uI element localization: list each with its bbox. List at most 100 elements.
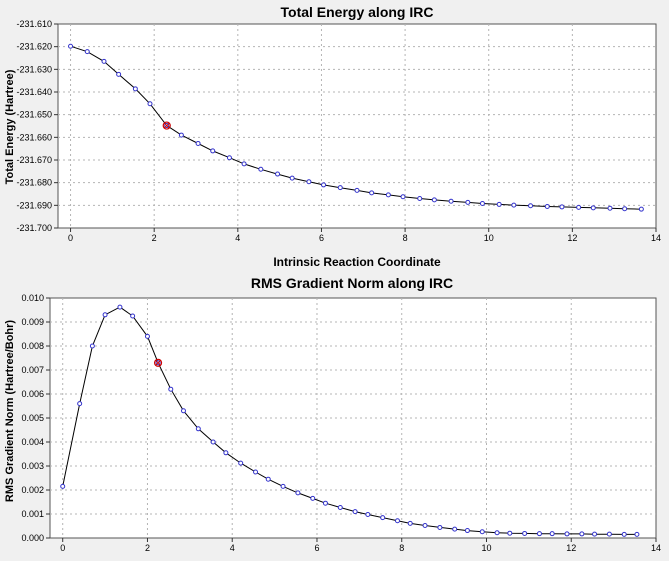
- data-point: [168, 386, 174, 392]
- y-tick-label: -231.620: [16, 42, 52, 52]
- data-point: [322, 500, 328, 506]
- data-point: [77, 401, 83, 407]
- data-point: [226, 155, 232, 161]
- data-point: [380, 515, 386, 521]
- data-point: [101, 58, 107, 64]
- data-point: [452, 526, 458, 532]
- y-tick-label: 0.007: [21, 365, 44, 375]
- data-point: [89, 343, 95, 349]
- data-point: [417, 196, 423, 202]
- data-point: [310, 495, 316, 501]
- x-tick-label: 2: [152, 233, 157, 243]
- data-point: [337, 185, 343, 191]
- data-point: [576, 204, 582, 210]
- x-tick-label: 14: [651, 233, 661, 243]
- data-point: [437, 524, 443, 530]
- x-tick-label: 6: [319, 233, 324, 243]
- x-tick-label: 6: [314, 543, 319, 553]
- data-point: [365, 511, 371, 517]
- axis-ticks: 0 2 4 6 8 10 12 14 -231.610 -231.620 -231.630 -231.…: [16, 19, 661, 243]
- y-tick-label: 0.003: [21, 461, 44, 471]
- data-point: [337, 505, 343, 511]
- data-point: [84, 49, 90, 55]
- data-point: [422, 523, 428, 529]
- data-point: [258, 166, 264, 172]
- data-point: [544, 203, 550, 209]
- data-point: [496, 201, 502, 207]
- data-point: [507, 530, 513, 536]
- data-point: [465, 199, 471, 205]
- chart-title: Total Energy along IRC: [281, 4, 434, 20]
- x-tick-label: 12: [567, 233, 577, 243]
- data-point: [369, 190, 375, 196]
- data-point: [68, 43, 74, 49]
- axis-ticks: 0 2 4 6 8 10 12 14 0.010 0.009 0.008 0.007 0.006 0.00…: [21, 293, 661, 553]
- data-point: [195, 140, 201, 146]
- data-point: [116, 71, 122, 77]
- y-tick-label: -231.640: [16, 87, 52, 97]
- data-point: [289, 175, 295, 181]
- x-tick-label: 12: [566, 543, 576, 553]
- data-point: [431, 197, 437, 203]
- x-tick-label: 0: [68, 233, 73, 243]
- data-point: [606, 531, 612, 537]
- y-tick-label: -231.610: [16, 19, 52, 29]
- y-tick-label: 0.001: [21, 509, 44, 519]
- y-tick-label: -231.630: [16, 64, 52, 74]
- y-tick-label: 0.000: [21, 533, 44, 543]
- y-axis-label: RMS Gradient Norm (Hartree/Bohr): [4, 320, 16, 502]
- data-point: [634, 531, 640, 537]
- data-point: [132, 86, 138, 92]
- data-point: [559, 204, 565, 210]
- data-point: [549, 531, 555, 537]
- y-tick-label: -231.660: [16, 132, 52, 142]
- data-point: [60, 483, 66, 489]
- data-point: [579, 531, 585, 537]
- y-tick-label: -231.690: [16, 200, 52, 210]
- grid: [50, 298, 656, 538]
- y-tick-label: 0.008: [21, 341, 44, 351]
- data-point: [130, 313, 136, 319]
- y-tick-label: -231.650: [16, 110, 52, 120]
- y-tick-label: 0.006: [21, 389, 44, 399]
- y-tick-label: -231.700: [16, 223, 52, 233]
- y-tick-label: 0.004: [21, 437, 44, 447]
- x-axis-label: Intrinsic Reaction Coordinate: [273, 255, 441, 269]
- y-tick-label: 0.005: [21, 413, 44, 423]
- data-point: [607, 205, 613, 211]
- data-point: [621, 531, 627, 537]
- data-point: [241, 161, 247, 167]
- data-series: [68, 43, 644, 212]
- current-point-marker: [153, 358, 163, 367]
- data-point: [564, 531, 570, 537]
- x-tick-label: 8: [403, 233, 408, 243]
- data-point: [280, 483, 286, 489]
- x-tick-label: 4: [230, 543, 235, 553]
- total-energy-chart: Total Energy along IRC Intrinsic Reactio…: [4, 4, 661, 269]
- data-point: [407, 520, 413, 526]
- plot-area: [57, 23, 657, 229]
- data-point: [511, 202, 517, 208]
- data-point: [210, 148, 216, 154]
- x-tick-label: 4: [235, 233, 240, 243]
- data-point: [180, 408, 186, 414]
- x-tick-label: 10: [481, 543, 491, 553]
- data-point: [622, 206, 628, 212]
- data-point: [210, 439, 216, 445]
- y-tick-label: -231.680: [16, 178, 52, 188]
- data-point: [321, 182, 327, 188]
- data-point: [464, 528, 470, 534]
- x-tick-label: 10: [484, 233, 494, 243]
- data-series: [60, 304, 640, 537]
- data-point: [479, 201, 485, 207]
- x-tick-label: 14: [651, 543, 661, 553]
- chart-title: RMS Gradient Norm along IRC: [251, 275, 453, 291]
- data-point: [117, 304, 123, 310]
- current-point-cross: [155, 359, 161, 366]
- grid: [58, 24, 656, 228]
- data-point: [178, 132, 184, 138]
- data-point: [238, 460, 244, 466]
- x-tick-label: 2: [145, 543, 150, 553]
- x-tick-label: 0: [60, 543, 65, 553]
